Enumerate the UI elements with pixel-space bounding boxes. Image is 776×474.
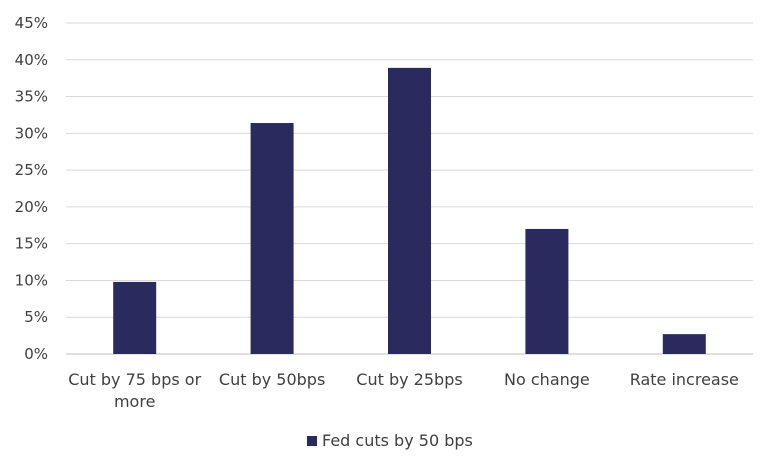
y-tick-label: 30% (15, 124, 48, 142)
y-axis-tick-labels: 0% 5% 10% 15% 20% 25% 30% 35% 40% 45% (15, 14, 48, 363)
y-tick-label: 40% (15, 51, 48, 69)
x-category-label: Cut by 50bps (219, 370, 325, 389)
bar (113, 281, 157, 354)
y-tick-label: 15% (15, 235, 48, 253)
bar (388, 67, 431, 354)
x-category-label: Cut by 25bps (356, 370, 462, 389)
x-axis-category-labels: Cut by 75 bps or more Cut by 50bps Cut by 2… (68, 370, 739, 411)
x-category-label: Cut by 75 bps or more (68, 370, 201, 411)
y-tick-label: 45% (15, 14, 48, 32)
bar (662, 334, 706, 354)
x-category-label: Rate increase (630, 370, 739, 389)
y-tick-label: 35% (15, 88, 48, 106)
bars (113, 67, 706, 354)
legend: Fed cuts by 50 bps (307, 431, 473, 450)
x-category-label: No change (504, 370, 590, 389)
legend-swatch (307, 436, 317, 446)
y-tick-label: 10% (15, 271, 48, 289)
y-tick-label: 20% (15, 198, 48, 216)
y-tick-label: 0% (24, 345, 48, 363)
y-tick-label: 5% (24, 308, 48, 326)
legend-label: Fed cuts by 50 bps (322, 431, 473, 450)
y-tick-label: 25% (15, 161, 48, 179)
bar (525, 228, 569, 354)
bar (250, 123, 294, 354)
